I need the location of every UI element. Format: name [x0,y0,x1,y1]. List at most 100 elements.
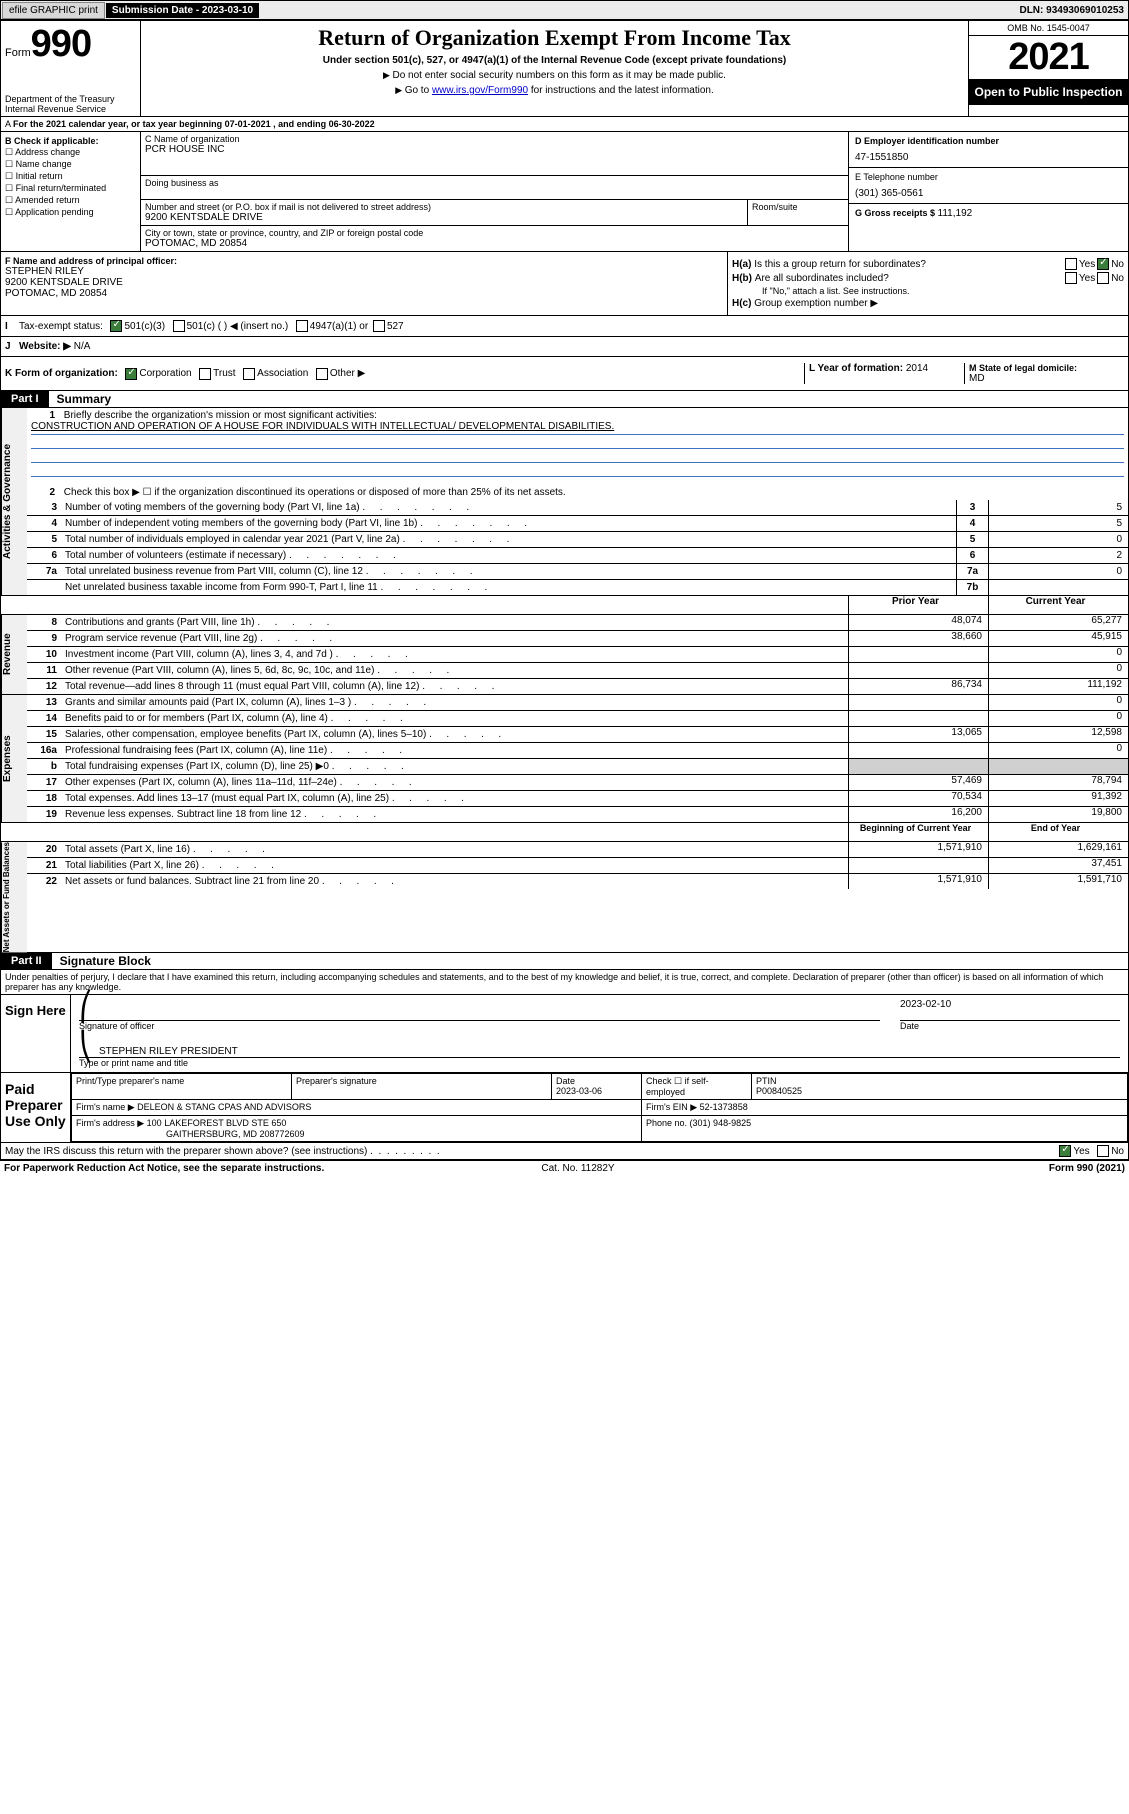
line-desc: Total expenses. Add lines 13–17 (must eq… [61,791,848,806]
chk-other[interactable] [316,368,328,380]
line-desc: Grants and similar amounts paid (Part IX… [61,695,848,710]
prep-date-label: Date [556,1076,575,1086]
officer-addr2: POTOMAC, MD 20854 [5,288,723,299]
top-toolbar: efile GRAPHIC print Submission Date - 20… [0,0,1129,20]
gross-label: G Gross receipts $ [855,208,938,218]
officer-group-row: F Name and address of principal officer:… [1,252,1128,316]
ha-yes-checkbox[interactable] [1065,258,1077,270]
irs-link[interactable]: www.irs.gov/Form990 [432,85,528,96]
chk-initial-return[interactable]: ☐ Initial return [5,171,136,182]
may-irs-yes-label: Yes [1073,1146,1089,1157]
chk-final-return[interactable]: ☐ Final return/terminated [5,183,136,194]
prior-value: 70,534 [848,791,988,806]
chk-corporation[interactable] [125,368,137,380]
officer-name: STEPHEN RILEY [5,266,723,277]
form-word: Form [5,47,31,59]
signature-bracket-icon: ⎛ [79,999,93,1017]
form-title-block: Return of Organization Exempt From Incom… [141,21,968,116]
chk-501c3[interactable] [110,320,122,332]
side-netassets: Net Assets or Fund Balances [1,842,27,952]
street-row: Number and street (or P.O. box if mail i… [141,200,848,226]
gov-row: Net unrelated business taxable income fr… [27,580,1128,595]
data-row: 19 Revenue less expenses. Subtract line … [27,807,1128,822]
lbl-corporation: Corporation [139,368,191,379]
officer-printed-name: STEPHEN RILEY PRESIDENT [99,1046,238,1057]
current-value: 12,598 [988,727,1128,742]
gov-row: 4 Number of independent voting members o… [27,516,1128,532]
ha-label: Is this a group return for subordinates? [754,259,1063,270]
col-prior-year: Prior Year [848,596,988,614]
data-row: b Total fundraising expenses (Part IX, c… [27,759,1128,775]
line-num: 16a [27,743,61,758]
prep-self-employed[interactable]: Check ☐ if self-employed [646,1076,709,1097]
hb-no-checkbox[interactable] [1097,272,1109,284]
lbl-501c3: 501(c)(3) [124,321,165,332]
line-num: 22 [27,874,61,889]
efile-print-button[interactable]: efile GRAPHIC print [2,2,105,19]
ein-value: 47-1551850 [855,152,1122,163]
room-label: Room/suite [752,202,844,212]
dba-label: Doing business as [145,178,844,188]
lbl-trust: Trust [213,368,235,379]
org-name: PCR HOUSE INC [145,144,844,155]
gov-row: 5 Total number of individuals employed i… [27,532,1128,548]
line-desc: Other expenses (Part IX, column (A), lin… [61,775,848,790]
chk-name-change[interactable]: ☐ Name change [5,159,136,170]
chk-application-pending[interactable]: ☐ Application pending [5,207,136,218]
line-value: 5 [988,500,1128,515]
side-activities: Activities & Governance [1,408,27,595]
prior-value [848,759,988,774]
part-i-body: Activities & Governance 1 Briefly descri… [1,408,1128,953]
line-num: 21 [27,858,61,873]
ein-cell: D Employer identification number 47-1551… [849,132,1128,168]
current-value: 1,591,710 [988,874,1128,889]
may-irs-yes-checkbox[interactable] [1059,1145,1071,1157]
current-value [988,759,1128,774]
col-begin-year: Beginning of Current Year [848,823,988,841]
firm-name-value: DELEON & STANG CPAS AND ADVISORS [137,1102,311,1112]
chk-amended-return[interactable]: ☐ Amended return [5,195,136,206]
line-num: 14 [27,711,61,726]
chk-527[interactable] [373,320,385,332]
prior-value [848,695,988,710]
current-value: 0 [988,647,1128,662]
signature-bracket-icon-2: ⎝ [79,1039,93,1057]
line-value: 0 [988,532,1128,547]
chk-trust[interactable] [199,368,211,380]
current-value: 0 [988,663,1128,678]
line-value [988,580,1128,595]
form-ref: Form 990 (2021) [1049,1163,1125,1174]
line-num: 18 [27,791,61,806]
chk-4947[interactable] [296,320,308,332]
line-num: 13 [27,695,61,710]
prior-value: 48,074 [848,615,988,630]
hb-yes-checkbox[interactable] [1065,272,1077,284]
tax-year-text: For the 2021 calendar year, or tax year … [13,119,375,129]
sign-here-label: Sign Here [1,995,71,1072]
line-num [27,580,61,595]
form-year-block: OMB No. 1545-0047 2021 Open to Public In… [968,21,1128,116]
city-value: POTOMAC, MD 20854 [145,238,844,249]
officer-sub-label: Type or print name and title [79,1058,1120,1068]
omb-number: OMB No. 1545-0047 [969,21,1128,36]
sig-date-label: Date [900,1021,1120,1031]
prior-value [848,647,988,662]
line-desc: Other revenue (Part VIII, column (A), li… [61,663,848,678]
firm-ein-label: Firm's EIN ▶ [646,1102,697,1112]
hb-note: If "No," attach a list. See instructions… [732,286,1124,296]
l-value: 2014 [906,363,928,374]
line-box: 3 [956,500,988,515]
prior-value: 16,200 [848,807,988,822]
line-desc: Professional fundraising fees (Part IX, … [61,743,848,758]
chk-association[interactable] [243,368,255,380]
line-desc: Total number of volunteers (estimate if … [61,548,956,563]
line-num: 19 [27,807,61,822]
may-irs-no-checkbox[interactable] [1097,1145,1109,1157]
data-row: 22 Net assets or fund balances. Subtract… [27,874,1128,889]
data-row: 11 Other revenue (Part VIII, column (A),… [27,663,1128,679]
chk-501c[interactable] [173,320,185,332]
prep-name-label: Print/Type preparer's name [76,1076,184,1086]
chk-address-change[interactable]: ☐ Address change [5,147,136,158]
ptin-label: PTIN [756,1076,777,1086]
ha-no-checkbox[interactable] [1097,258,1109,270]
